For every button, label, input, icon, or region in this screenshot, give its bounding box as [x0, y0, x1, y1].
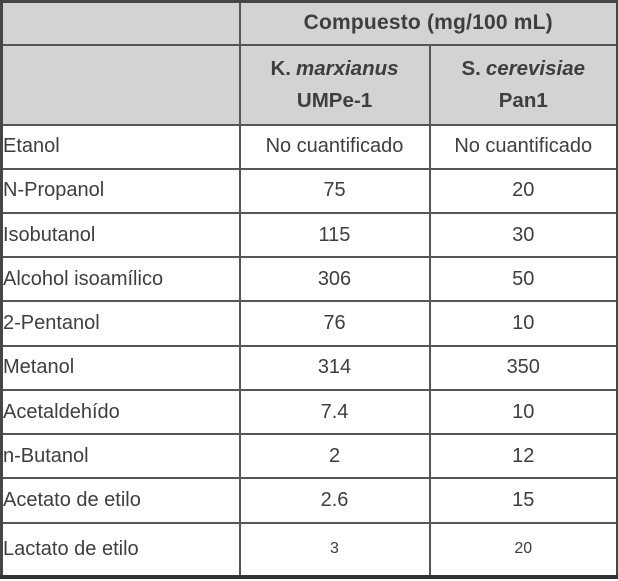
table-row-acetaldehido: Acetaldehído 7.4 10 [0, 388, 618, 436]
table-row-alcohol-isoamilico: Alcohol isoamílico 306 50 [0, 256, 618, 303]
species-name: K. marxianus [270, 57, 398, 80]
compound-name: n-Butanol [0, 433, 241, 480]
species-name: S. cerevisiae [461, 57, 585, 80]
table-row-etanol: Etanol No cuantificado No cuantificado [0, 123, 618, 170]
value-pan1: 350 [428, 344, 618, 391]
strain-name: Pan1 [498, 88, 548, 112]
compound-name: Etanol [0, 123, 241, 170]
species-epithet: marxianus [295, 56, 399, 80]
value-umpe1: 115 [238, 211, 431, 259]
table-row-acetato-de-etilo: Acetato de etilo 2.6 15 [0, 477, 618, 524]
value-umpe1: 3 [238, 521, 431, 579]
table-row-metanol: Metanol 314 350 [0, 344, 618, 391]
compound-name: Isobutanol [0, 211, 241, 259]
table-title-row: Compuesto (mg/100 mL) [0, 0, 618, 46]
value-umpe1: 7.4 [238, 388, 431, 436]
compound-name: Metanol [0, 344, 241, 391]
compound-name: Acetato de etilo [0, 477, 241, 524]
species-epithet: cerevisiae [485, 56, 586, 80]
value-umpe1: 306 [238, 256, 431, 303]
value-pan1: 20 [428, 167, 618, 214]
table-row-npropanol: N-Propanol 75 20 [0, 167, 618, 214]
compound-name: N-Propanol [0, 167, 241, 214]
value-umpe1: 75 [238, 167, 431, 214]
column-header-kmarxianus: K. marxianus UMPe-1 [238, 43, 431, 126]
compound-name: Acetaldehído [0, 388, 241, 436]
value-pan1: 30 [428, 211, 618, 259]
compound-name: Alcohol isoamílico [0, 256, 241, 303]
value-pan1: 50 [428, 256, 618, 303]
compound-name: 2-Pentanol [0, 300, 241, 347]
table-row-2pentanol: 2-Pentanol 76 10 [0, 300, 618, 347]
column-header-row: K. marxianus UMPe-1 S. cerevisiae Pan1 [0, 43, 618, 126]
value-umpe1: 2 [238, 433, 431, 480]
table-row-isobutanol: Isobutanol 115 30 [0, 211, 618, 259]
table-title: Compuesto (mg/100 mL) [238, 0, 618, 46]
value-pan1: 15 [428, 477, 618, 524]
table-row-lactato-de-etilo: Lactato de etilo 3 20 [0, 521, 618, 579]
value-umpe1: No cuantificado [238, 123, 431, 170]
row-header-spacer [0, 43, 241, 126]
column-header-scerevisiae: S. cerevisiae Pan1 [428, 43, 618, 126]
strain-name: UMPe-1 [296, 88, 373, 112]
value-umpe1: 2.6 [238, 477, 431, 524]
corner-cell [0, 0, 241, 46]
value-pan1: 10 [428, 300, 618, 347]
genus-abbrev: K. [270, 56, 291, 80]
compound-name: Lactato de etilo [0, 521, 241, 579]
value-pan1: 12 [428, 433, 618, 480]
genus-abbrev: S. [461, 56, 481, 80]
value-pan1: 10 [428, 388, 618, 436]
value-pan1: 20 [428, 521, 618, 579]
value-pan1: No cuantificado [428, 123, 618, 170]
value-umpe1: 76 [238, 300, 431, 347]
table-row-nbutanol: n-Butanol 2 12 [0, 433, 618, 480]
value-umpe1: 314 [238, 344, 431, 391]
